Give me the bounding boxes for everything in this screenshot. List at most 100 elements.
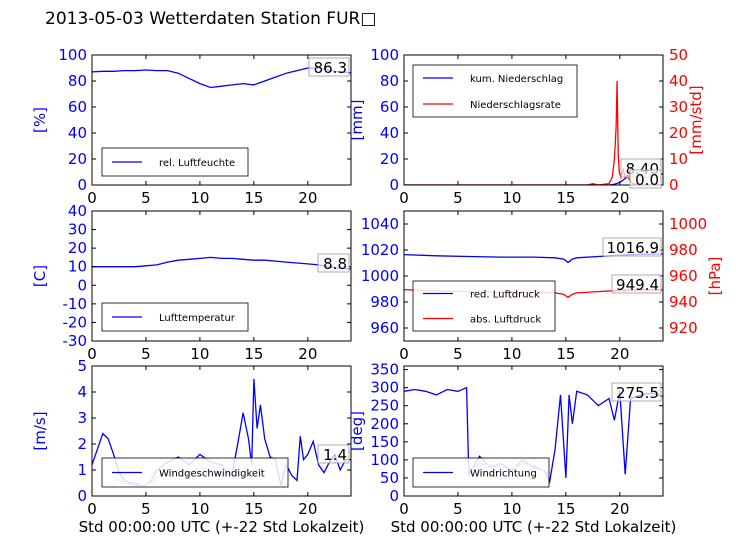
y2-axis-label: [hPa] <box>706 257 724 296</box>
x-tick-label: 20 <box>298 500 317 518</box>
x-tick-label: 15 <box>556 500 575 518</box>
y-tick-label: 960 <box>370 319 399 337</box>
x-tick-label: 15 <box>556 345 575 363</box>
x-tick-label: 5 <box>141 500 151 518</box>
plot-frame <box>91 210 352 342</box>
y-tick-label: 40 <box>68 202 87 220</box>
value-annotation-box <box>308 57 350 77</box>
y-tick-label: 40 <box>380 124 399 142</box>
y-tick-label: 1 <box>77 461 87 479</box>
y2-tick-label: 980 <box>669 241 698 259</box>
x-tick-label: 10 <box>190 500 209 518</box>
value-annotation: 86.3 <box>314 59 347 77</box>
x-tick-label: 15 <box>556 189 575 207</box>
y-tick-label: 2 <box>77 435 87 453</box>
x-tick-label: 20 <box>298 345 317 363</box>
y-tick-label: 60 <box>380 98 399 116</box>
x-tick-label: 5 <box>141 345 151 363</box>
y-axis-label: [mm] <box>348 100 366 141</box>
value-annotation-box <box>602 237 662 257</box>
x-tick-label: 20 <box>610 189 629 207</box>
chart-panel-2: 0 5 10 15 20 0 20 40 60 80 100 0 10 20 30 40 50 [mm] [mm/s… <box>348 46 705 207</box>
legend-label: red. Luftdruck <box>470 290 540 301</box>
figure-title: 2013-05-03 Wetterdaten Station FUR□ <box>45 9 377 29</box>
plot-frame <box>403 365 664 497</box>
y2-tick-label: 50 <box>669 46 688 64</box>
y-axis-label: [C] <box>31 265 49 287</box>
legend-box <box>412 280 556 332</box>
y2-tick-label: 10 <box>669 150 688 168</box>
y-tick-label: 40 <box>68 124 87 142</box>
legend-box <box>412 64 578 118</box>
y-tick-label: 150 <box>370 433 399 451</box>
value-annotation: 1016.9 <box>607 239 660 257</box>
value-annotation-box <box>611 382 662 402</box>
y-tick-label: 100 <box>370 451 399 469</box>
value-annotation-box <box>317 253 350 273</box>
x-tick-label: 0 <box>87 345 97 363</box>
y2-axis-label: [mm/std] <box>687 85 705 154</box>
x-tick-label: 10 <box>502 345 521 363</box>
y2-tick-label: 0 <box>669 176 679 194</box>
y-tick-label: -10 <box>63 295 88 313</box>
series-line-niederschlagsrate <box>404 80 663 185</box>
y2-tick-label: 1000 <box>669 215 707 233</box>
value-annotation-box <box>611 274 662 294</box>
y2-tick-label: 920 <box>669 319 698 337</box>
value-annotation: 949.4 <box>616 276 659 294</box>
y-tick-label: 3 <box>77 409 87 427</box>
y-axis-label: [m/s] <box>31 411 49 450</box>
y-tick-label: 0 <box>389 176 399 194</box>
x-tick-label: 5 <box>141 189 151 207</box>
y2-tick-label: 40 <box>669 72 688 90</box>
x-tick-label: 0 <box>399 189 409 207</box>
plot-frame <box>403 54 664 186</box>
y-tick-label: 1000 <box>361 267 399 285</box>
legend-label: Lufttemperatur <box>159 313 236 324</box>
x-axis-label: Std 00:00:00 UTC (+-22 Std Lokalzeit) <box>391 518 677 536</box>
value-annotation-box <box>317 444 350 464</box>
plot-frame <box>91 54 352 186</box>
x-tick-label: 5 <box>453 189 463 207</box>
y-tick-label: 200 <box>370 415 399 433</box>
y-tick-label: 30 <box>68 221 87 239</box>
plot-frame <box>91 365 352 497</box>
x-tick-label: 0 <box>87 189 97 207</box>
y-tick-label: 100 <box>58 46 87 64</box>
y-tick-label: 0 <box>77 176 87 194</box>
y-tick-label: 0 <box>77 276 87 294</box>
x-tick-label: 20 <box>610 345 629 363</box>
x-tick-label: 10 <box>502 189 521 207</box>
y2-tick-label: 940 <box>669 293 698 311</box>
y-tick-label: 4 <box>77 383 87 401</box>
series-line-lufttemperatur <box>92 256 351 270</box>
y-tick-label: 20 <box>380 150 399 168</box>
y-tick-label: 1040 <box>361 215 399 233</box>
chart-panel-3: 0 5 10 15 20-30-20-10010203040[C]Lufttempera… <box>31 202 352 363</box>
x-tick-label: 0 <box>87 500 97 518</box>
chart-panel-5: 0 5 10 15 20 0 1 2 3 4 5 [m/s] Std 00:00:00 UTC (+-2… <box>31 357 364 536</box>
x-tick-label: 20 <box>298 189 317 207</box>
y-tick-label: 100 <box>370 46 399 64</box>
value-annotation: 8.8 <box>323 255 347 273</box>
y2-tick-label: 30 <box>669 98 688 116</box>
y-tick-label: 350 <box>370 361 399 379</box>
x-tick-label: 5 <box>453 500 463 518</box>
y-tick-label: 300 <box>370 379 399 397</box>
y-tick-label: 1020 <box>361 241 399 259</box>
y-tick-label: 60 <box>68 98 87 116</box>
y-tick-label: -20 <box>63 313 88 331</box>
x-tick-label: 0 <box>399 345 409 363</box>
y-tick-label: 10 <box>68 258 87 276</box>
value-annotation-box <box>629 169 662 189</box>
y-tick-label: 20 <box>68 150 87 168</box>
y-tick-label: 50 <box>380 469 399 487</box>
y2-tick-label: 20 <box>669 124 688 142</box>
y-tick-label: 80 <box>380 72 399 90</box>
legend-label: Windrichtung <box>470 469 537 480</box>
x-tick-label: 15 <box>244 189 263 207</box>
x-tick-label: 10 <box>190 189 209 207</box>
x-axis-label: Std 00:00:00 UTC (+-22 Std Lokalzeit) <box>79 518 365 536</box>
x-tick-label: 10 <box>502 500 521 518</box>
